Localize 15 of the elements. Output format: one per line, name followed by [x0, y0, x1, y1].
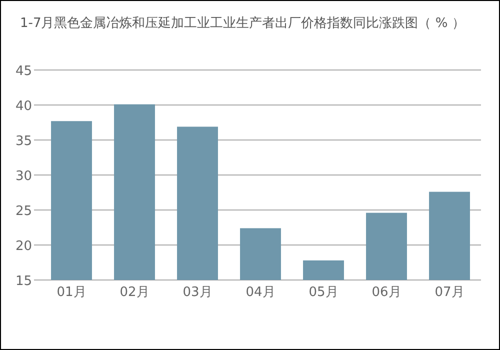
- x-tick-label: 03月: [182, 285, 212, 300]
- x-tick-label: 01月: [56, 285, 86, 300]
- y-tick-label: 45: [15, 64, 32, 79]
- title: 1-7月黑色金属冶炼和压延加工业工业生产者出厂价格指数同比涨跌图（ % ）: [20, 16, 465, 31]
- y-tick-label: 20: [15, 239, 32, 254]
- x-tick-label: 02月: [120, 285, 150, 300]
- x-tick-label: 04月: [246, 285, 276, 300]
- y-tick-label: 35: [15, 134, 32, 149]
- x-tick-label: 07月: [434, 285, 464, 300]
- y-tick-label: 30: [15, 169, 32, 184]
- y-tick-label: 15: [15, 274, 32, 289]
- y-tick-label: 40: [15, 99, 32, 114]
- y-tick-label: 25: [15, 204, 32, 219]
- x-tick-label: 06月: [372, 285, 402, 300]
- x-tick-label: 05月: [308, 285, 338, 300]
